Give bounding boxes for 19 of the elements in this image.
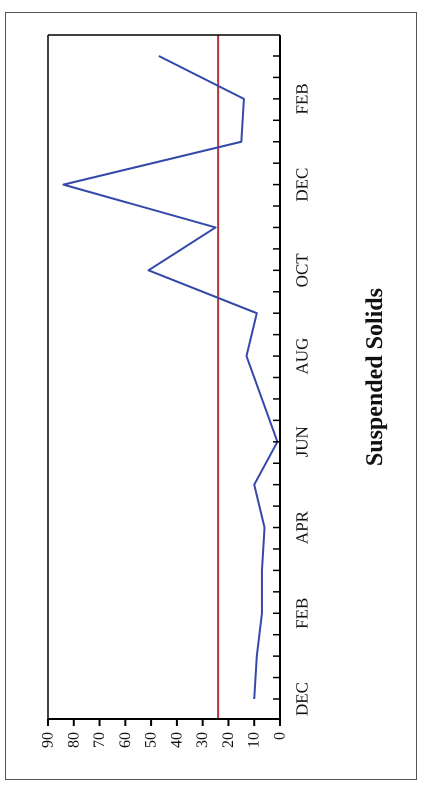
y-tick-label: DEC <box>292 168 312 202</box>
y-tick-label: FEB <box>292 598 312 629</box>
x-tick-label: 90 <box>40 732 56 748</box>
text: Suspended Solids <box>362 288 388 466</box>
x-tick-label: 70 <box>91 732 108 748</box>
y-tick-label: AUG <box>292 338 312 374</box>
y-tick-label: JUN <box>292 426 312 458</box>
x-tick-label: 10 <box>246 732 263 748</box>
x-tick-label: 80 <box>65 732 82 748</box>
y-tick-label: OCT <box>292 252 312 288</box>
x-tick-label: 60 <box>116 732 134 748</box>
x-tick-label: 50 <box>142 732 160 748</box>
x-tick-label: 40 <box>168 732 186 748</box>
y-tick-label: APR <box>292 510 312 544</box>
y-tick-label: DEC <box>292 682 312 716</box>
x-tick-label: 0 <box>272 732 288 740</box>
x-tick-label: 30 <box>194 732 212 748</box>
x-tick-label: 20 <box>220 732 237 748</box>
y-tick-label: FEB <box>292 83 312 114</box>
